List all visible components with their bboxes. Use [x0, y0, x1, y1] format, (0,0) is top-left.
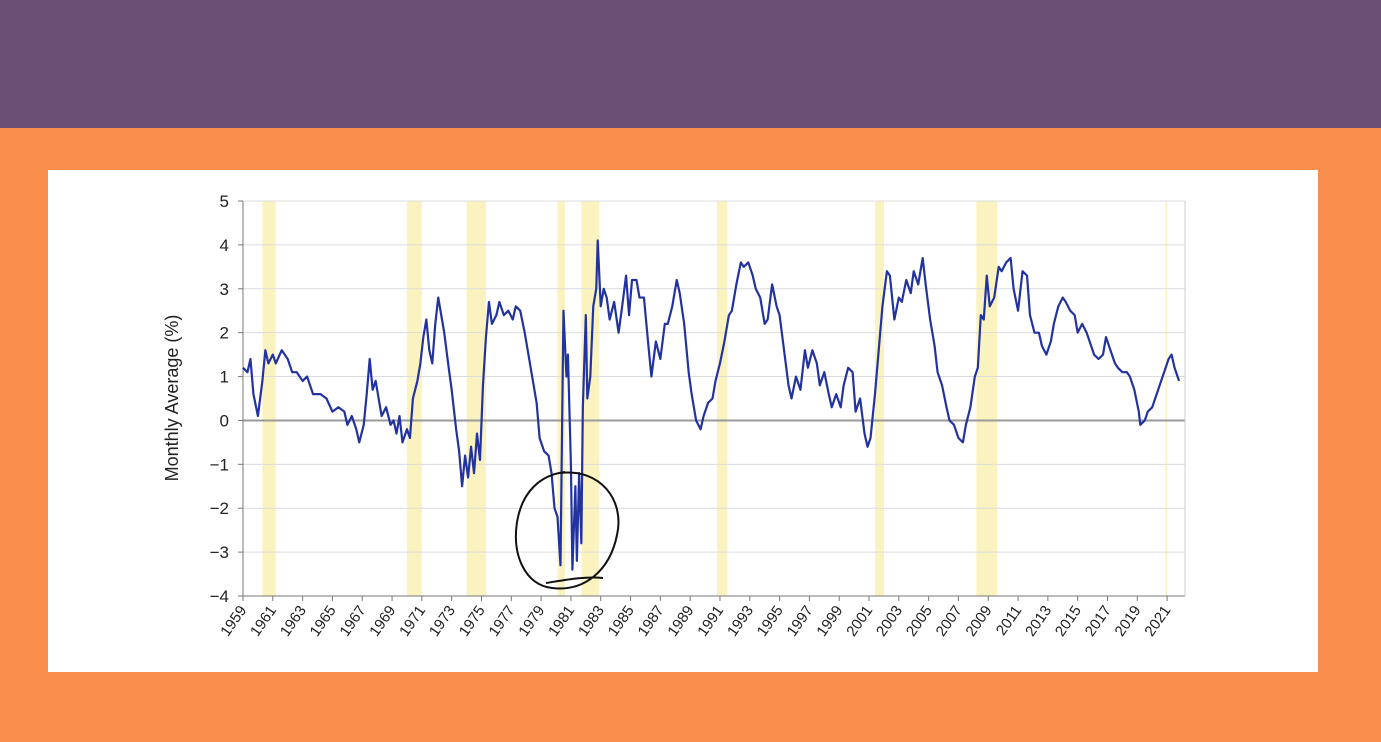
recession-band [716, 201, 728, 596]
y-tick-label: −4 [210, 587, 229, 606]
header-band [0, 0, 1381, 128]
y-tick-label: 4 [220, 236, 229, 255]
recession-band [976, 201, 998, 596]
recession-band [466, 201, 486, 596]
recession-band [1165, 201, 1168, 596]
y-tick-label: 5 [220, 192, 229, 211]
y-tick-label: −2 [210, 499, 229, 518]
recession-band [262, 201, 276, 596]
y-tick-label: −1 [210, 455, 229, 474]
hand-circle [515, 471, 620, 590]
y-tick-label: 1 [220, 368, 229, 387]
data-line [242, 239, 1181, 571]
hand-underline [545, 576, 604, 584]
y-tick-label: 2 [220, 324, 229, 343]
y-tick-label: 0 [220, 411, 229, 430]
recession-band [557, 201, 565, 596]
recession-band [874, 201, 884, 596]
recession-band [406, 201, 422, 596]
y-tick-label: 3 [220, 280, 229, 299]
y-axis-label: Monthly Average (%) [162, 315, 182, 482]
y-tick-label: −3 [210, 543, 229, 562]
